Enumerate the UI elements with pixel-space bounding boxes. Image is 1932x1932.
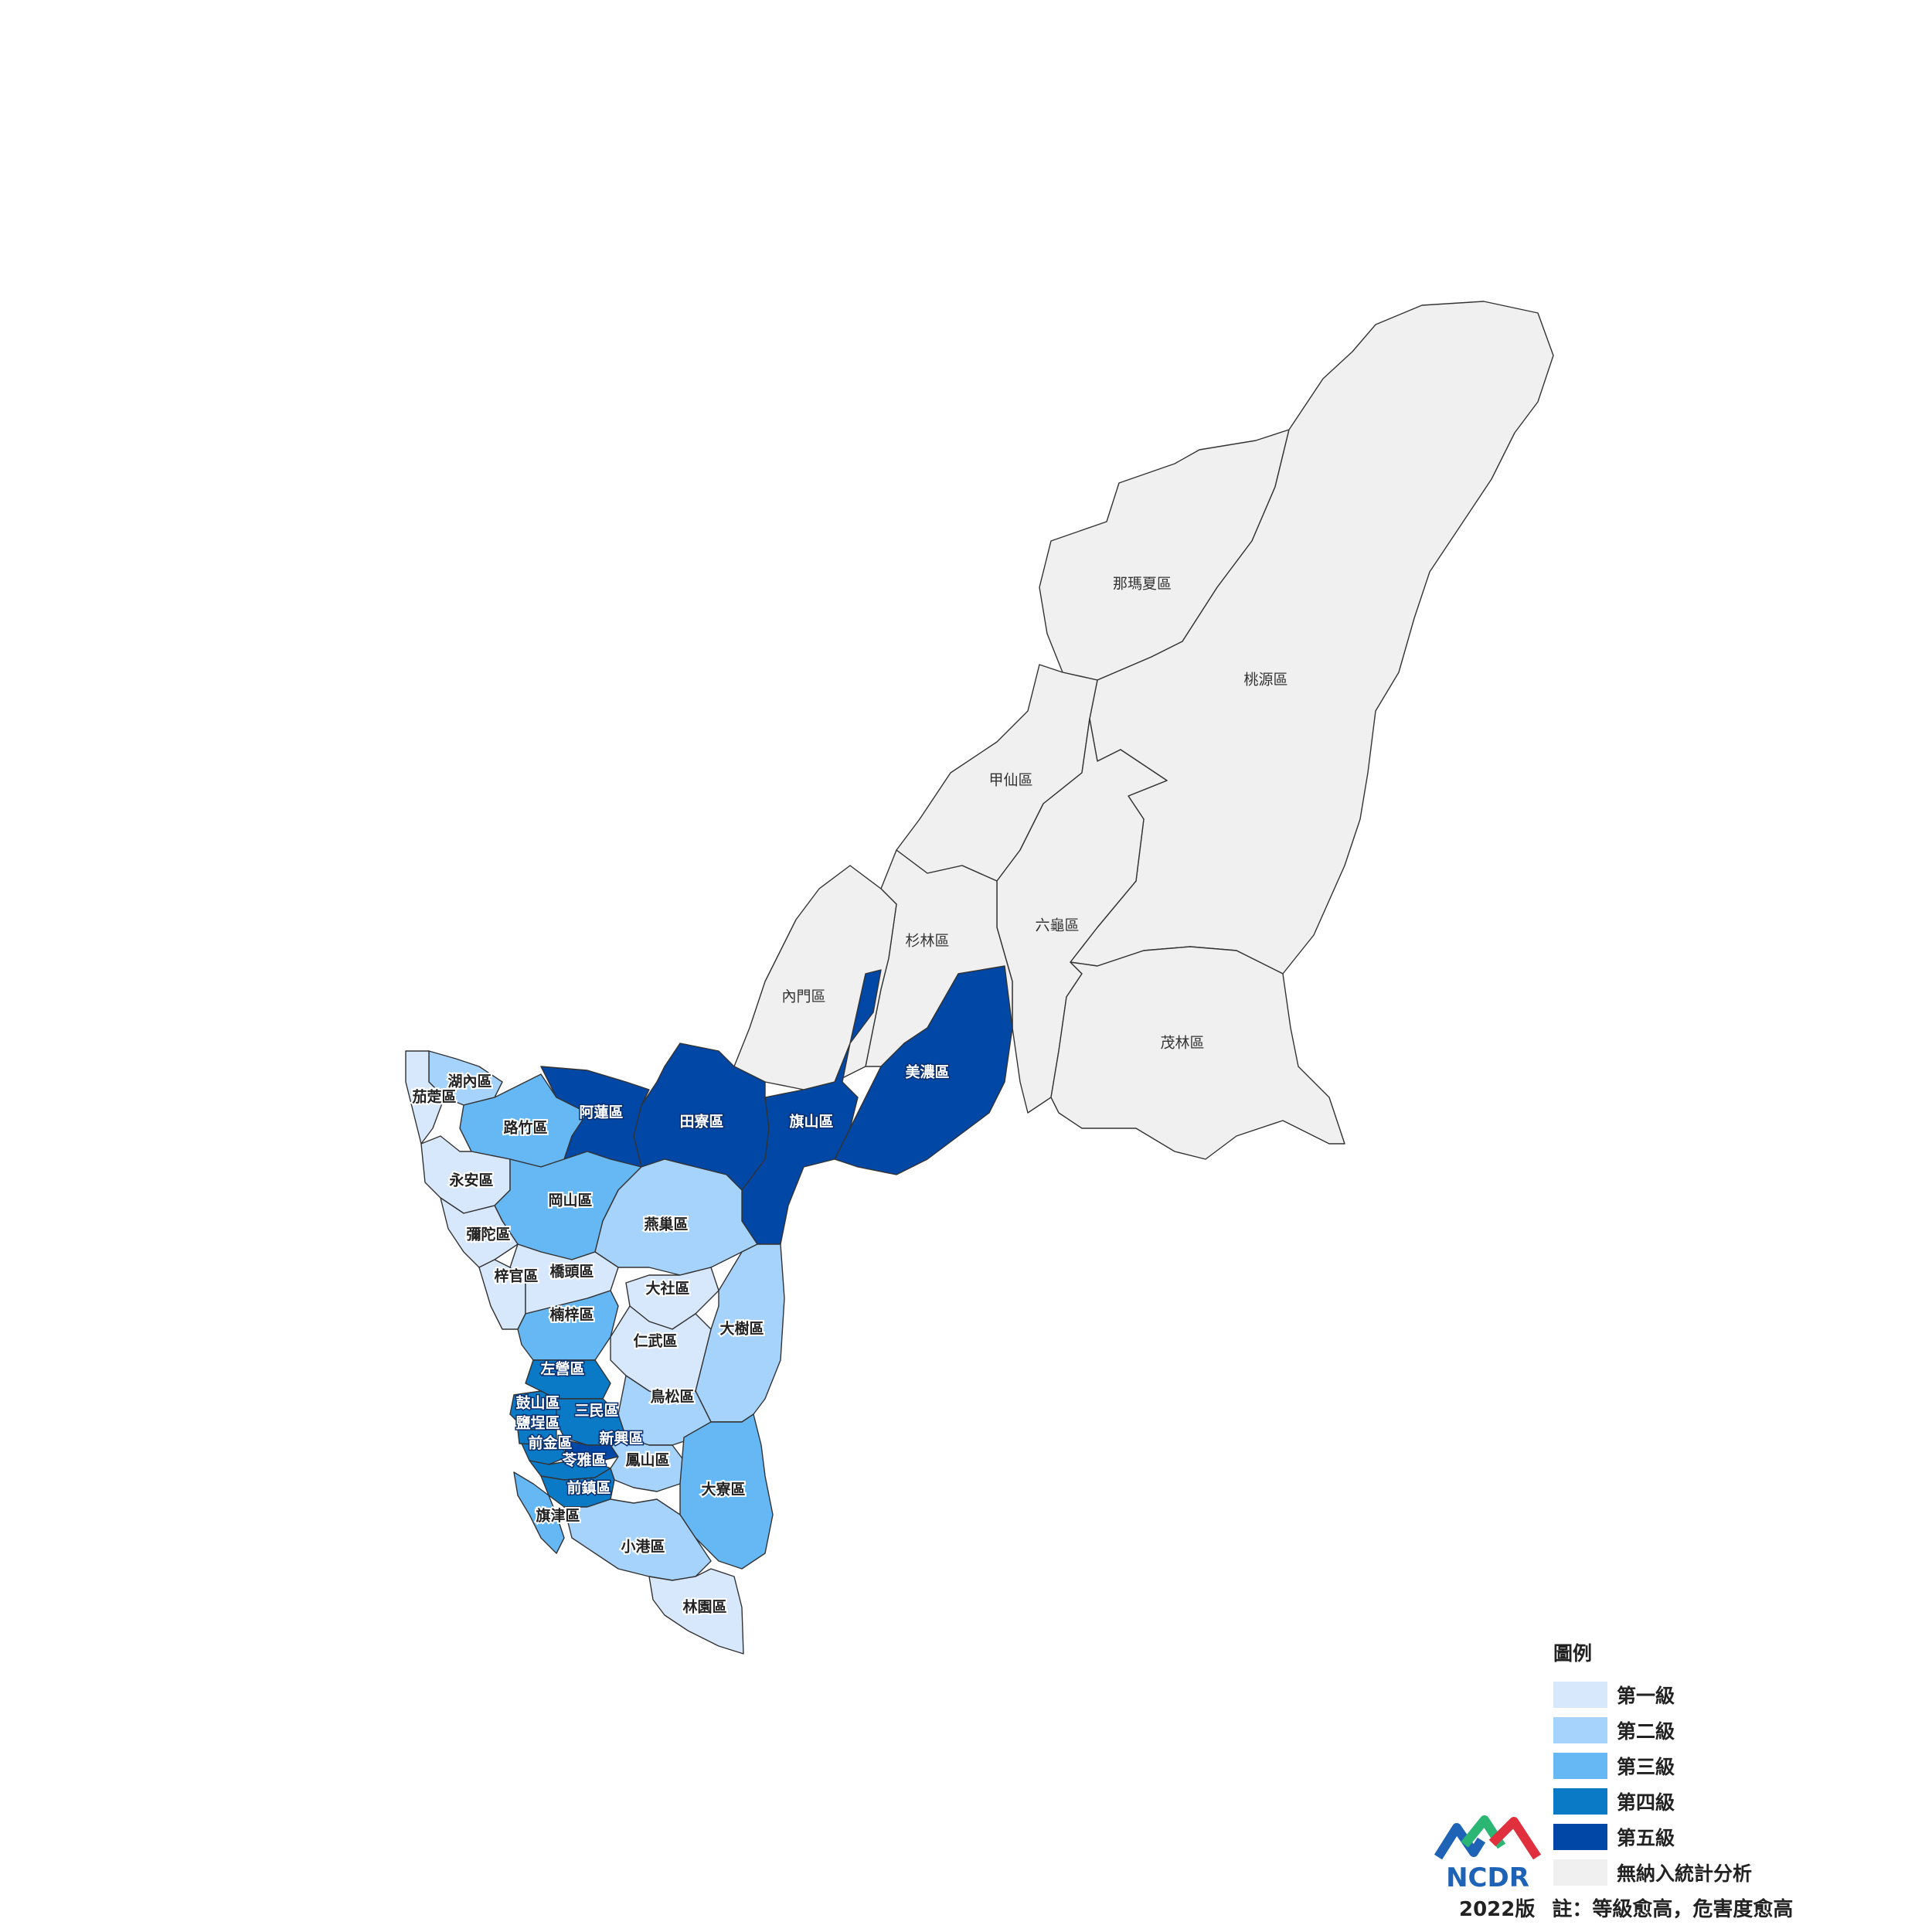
district-area — [563, 1498, 712, 1581]
district-area — [459, 1073, 588, 1168]
legend-swatch — [1553, 1717, 1607, 1743]
district-label: 茂林區 — [1160, 1035, 1204, 1052]
legend-label: 第三級 — [1617, 1756, 1675, 1778]
legend-label: 第二級 — [1617, 1720, 1675, 1743]
district-label: 林園區 — [682, 1598, 726, 1616]
district-label: 美濃區 — [905, 1063, 949, 1081]
district-label: 鹽埕區 — [515, 1414, 560, 1432]
district-label: 茄萣區 — [411, 1088, 456, 1106]
district-label: 岡山區 — [548, 1192, 592, 1209]
district-area — [540, 1468, 615, 1508]
district-label: 阿蓮區 — [579, 1104, 623, 1121]
district-label: 甲仙區 — [988, 772, 1032, 789]
district-label: 前鎮區 — [566, 1479, 611, 1497]
legend-item-level-3: 第三級 — [1553, 1748, 1808, 1784]
district-label: 旗津區 — [536, 1507, 580, 1525]
district-area — [594, 1158, 758, 1276]
legend-swatch — [1553, 1788, 1607, 1815]
legend-item-level-2: 第二級 — [1553, 1713, 1808, 1748]
logo-wordmark: NCDR — [1446, 1862, 1529, 1889]
district-label: 楠梓區 — [549, 1306, 594, 1324]
logo-mountain-red — [1488, 1817, 1542, 1860]
legend-swatch — [1553, 1682, 1607, 1708]
district-label: 梓官區 — [494, 1267, 538, 1285]
district-area — [517, 1290, 619, 1361]
legend-item-level-5: 第五級 — [1553, 1819, 1808, 1855]
legend-label: 第五級 — [1617, 1827, 1675, 1849]
district-shapes — [405, 301, 1554, 1655]
district-label: 鼓山區 — [515, 1394, 560, 1412]
district-label: 鳥松區 — [650, 1388, 694, 1406]
district-label: 前金區 — [528, 1434, 572, 1452]
district-area — [405, 1050, 445, 1145]
legend-label: 第四級 — [1617, 1791, 1675, 1814]
district-area — [834, 965, 1013, 1175]
district-label: 永安區 — [448, 1172, 493, 1189]
district-label: 仁武區 — [633, 1332, 677, 1350]
legend-swatch — [1553, 1753, 1607, 1779]
legend-swatch — [1553, 1859, 1607, 1886]
district-label: 燕巢區 — [644, 1216, 688, 1233]
legend-item-level-4: 第四級 — [1553, 1784, 1808, 1819]
district-label: 那瑪夏區 — [1113, 576, 1172, 593]
district-label: 大寮區 — [701, 1481, 745, 1498]
district-label: 鳳山區 — [625, 1452, 669, 1469]
district-label: 三民區 — [574, 1403, 618, 1420]
version-label: 2022版 — [1459, 1898, 1536, 1921]
district-label: 小港區 — [621, 1539, 665, 1556]
district-label: 橋頭區 — [549, 1263, 594, 1281]
district-label: 湖內區 — [447, 1073, 492, 1090]
district-label: 左營區 — [540, 1360, 584, 1378]
district-label: 六龜區 — [1035, 917, 1079, 934]
legend-item-not-included: 無納入統計分析 — [1553, 1855, 1808, 1890]
district-label: 新興區 — [599, 1430, 643, 1447]
district-label: 旗山區 — [789, 1113, 833, 1131]
district-area — [648, 1568, 744, 1655]
district-label: 大社區 — [645, 1280, 689, 1298]
district-area — [509, 1390, 557, 1430]
district-area — [610, 1437, 685, 1492]
legend-swatch — [1553, 1824, 1607, 1850]
district-area — [560, 1438, 619, 1463]
district-label: 內門區 — [781, 988, 825, 1005]
district-label: 桃源區 — [1243, 672, 1287, 689]
legend: 圖例 第一級 第二級 第三級 第四級 第五級 無納入統計分析 — [1553, 1638, 1808, 1890]
legend-item-level-1: 第一級 — [1553, 1677, 1808, 1713]
ncdr-logo: NCDR — [1434, 1815, 1542, 1889]
district-label: 田寮區 — [679, 1113, 723, 1131]
district-label: 大樹區 — [719, 1320, 764, 1338]
legend-title: 圖例 — [1553, 1642, 1593, 1665]
footer: 2022版 註：等級愈高，危害度愈高 — [1459, 1893, 1810, 1922]
district-label: 彌陀區 — [466, 1226, 510, 1243]
district-area — [1050, 946, 1345, 1160]
footer-note: 註：等級愈高，危害度愈高 — [1552, 1898, 1794, 1921]
district-label: 苓雅區 — [561, 1451, 606, 1469]
legend-label: 第一級 — [1617, 1685, 1675, 1707]
legend-label: 無納入統計分析 — [1617, 1862, 1753, 1885]
district-label: 杉林區 — [905, 933, 949, 950]
district-area — [440, 1197, 519, 1268]
district-area — [517, 1429, 557, 1446]
district-area — [513, 1471, 565, 1554]
district-label: 路竹區 — [503, 1119, 547, 1137]
